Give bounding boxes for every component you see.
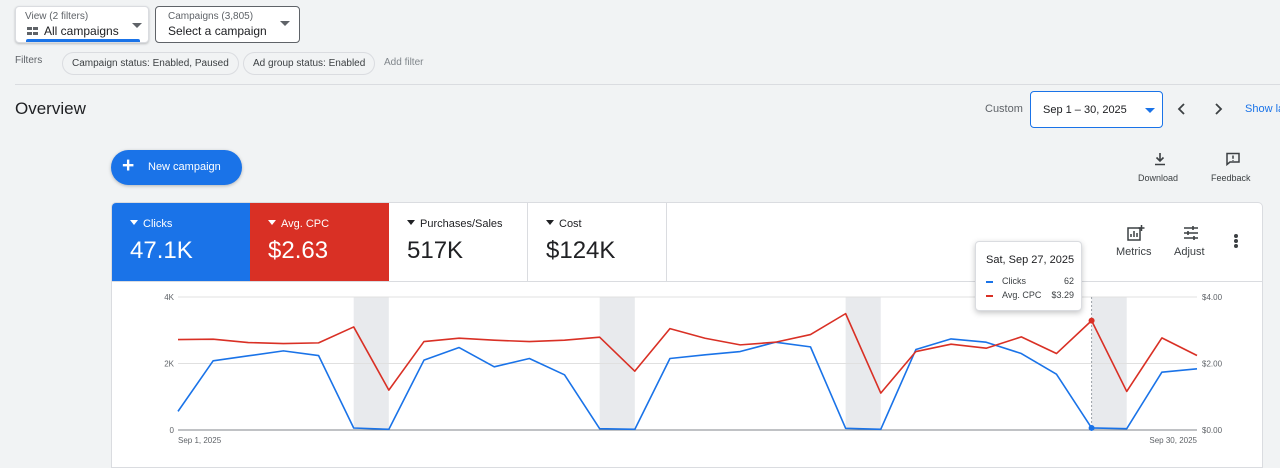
tooltip-row-avg-cpc: Avg. CPC $3.29 [986,290,1074,302]
campaign-dropdown[interactable]: Campaigns (3,805) Select a campaign [155,6,300,43]
tooltip-row-clicks: Clicks 62 [986,276,1074,288]
performance-card: Clicks 47.1K Avg. CPC $2.63 Purchases/Sa… [111,202,1263,468]
plus-icon: + [122,154,135,177]
next-period-icon[interactable] [1210,101,1226,117]
new-campaign-button[interactable]: + New campaign [111,150,242,185]
campaign-dropdown-label: Campaigns (3,805) [168,11,254,22]
avg-cpc-swatch [986,295,993,297]
scorecard-avg-cpc-name: Avg. CPC [268,218,329,230]
previous-period-icon[interactable] [1174,101,1190,117]
view-selected-indicator [26,39,140,42]
page-title: Overview [15,99,86,118]
date-range-picker[interactable]: Sep 1 – 30, 2025 [1030,91,1163,128]
scorecard-clicks-label: Clicks [143,218,173,230]
scorecard-avg-cpc[interactable]: Avg. CPC $2.63 [250,203,389,281]
scorecard-clicks[interactable]: Clicks 47.1K [112,203,250,281]
series-line-avg-cpc [177,312,1198,394]
filter-divider [15,84,1280,85]
show-last-link[interactable]: Show la [1245,103,1280,115]
y-right-tick-label: $4.00 [1202,293,1223,302]
download-icon [1155,153,1165,166]
tooltip-avg-cpc-value: $3.29 [1051,290,1074,300]
y-right-tick-label: $0.00 [1202,426,1223,435]
scorecard-cost[interactable]: Cost $124K [528,203,667,281]
tooltip-clicks-name: Clicks [1002,276,1026,286]
top-bar: View (2 filters) All campaigns Campaigns… [0,0,1280,85]
highlight-point [1088,424,1095,431]
tooltip-date: Sat, Sep 27, 2025 [986,254,1075,266]
scorecard-avg-cpc-value: $2.63 [268,237,329,264]
chevron-down-icon [132,23,142,28]
campaign-dropdown-value: Select a campaign [168,24,267,38]
view-dropdown[interactable]: View (2 filters) All campaigns [15,6,149,43]
y-right-tick-label: $2.00 [1202,360,1223,369]
filters-label: Filters [15,55,43,66]
campaigns-grid-icon [27,27,39,36]
series-line-clicks [177,338,1198,431]
x-tick-label-first: Sep 1, 2025 [178,436,222,445]
adjust-label: Adjust [1174,246,1205,258]
caret-down-icon [407,220,415,225]
scorecard-cost-value: $124K [546,237,616,264]
chevron-down-icon [280,21,290,26]
scorecard-avg-cpc-label: Avg. CPC [281,218,330,230]
scorecard-purchases[interactable]: Purchases/Sales 517K [389,203,528,281]
y-left-tick-label: 2K [164,360,174,369]
new-campaign-label: New campaign [148,161,221,173]
scorecard-cost-label: Cost [559,218,582,230]
clicks-swatch [986,281,993,283]
more-options-icon[interactable] [1234,234,1238,248]
add-filter-link[interactable]: Add filter [384,57,424,68]
y-left-tick-label: 0 [170,426,175,435]
scorecard-clicks-name: Clicks [130,218,172,230]
scorecard-purchases-label: Purchases/Sales [420,218,503,230]
chart-tooltip: Sat, Sep 27, 2025 Clicks 62 Avg. CPC $3.… [975,241,1082,311]
feedback-icon [1226,152,1240,166]
metrics-label: Metrics [1116,246,1152,258]
view-dropdown-value: All campaigns [44,24,119,38]
performance-chart: 0 2K 4K $0.00 $2.00 $4.00 Sep 1, 2025 Sep 30, 2… [164,293,1223,445]
caret-down-icon [546,220,554,225]
filter-chip-campaign-status[interactable]: Campaign status: Enabled, Paused [62,52,239,75]
tooltip-clicks-value: 62 [1063,276,1074,286]
chevron-down-icon [1145,108,1155,113]
download-label: Download [1138,173,1179,183]
filter-chip-ad-group-status[interactable]: Ad group status: Enabled [243,52,376,75]
scorecard-clicks-value: 47.1K [130,237,193,264]
feedback-label: Feedback [1211,173,1251,183]
date-range-value: Sep 1 – 30, 2025 [1043,104,1127,116]
caret-down-icon [268,220,276,225]
tooltip-avg-cpc-name: Avg. CPC [1002,290,1042,300]
scorecard-cost-name: Cost [546,218,582,230]
caret-down-icon [130,220,138,225]
metrics-icon [1127,225,1145,241]
card-divider [112,281,1262,282]
y-left-tick-label: 4K [164,293,174,302]
x-tick-label-last: Sep 30, 2025 [1149,436,1197,445]
scorecard-purchases-value: 517K [407,237,464,264]
date-range-type-label: Custom [985,103,1023,115]
highlight-point [1088,317,1095,324]
view-dropdown-label: View (2 filters) [25,11,89,22]
scorecard-purchases-name: Purchases/Sales [407,218,503,230]
adjust-icon [1184,226,1198,240]
